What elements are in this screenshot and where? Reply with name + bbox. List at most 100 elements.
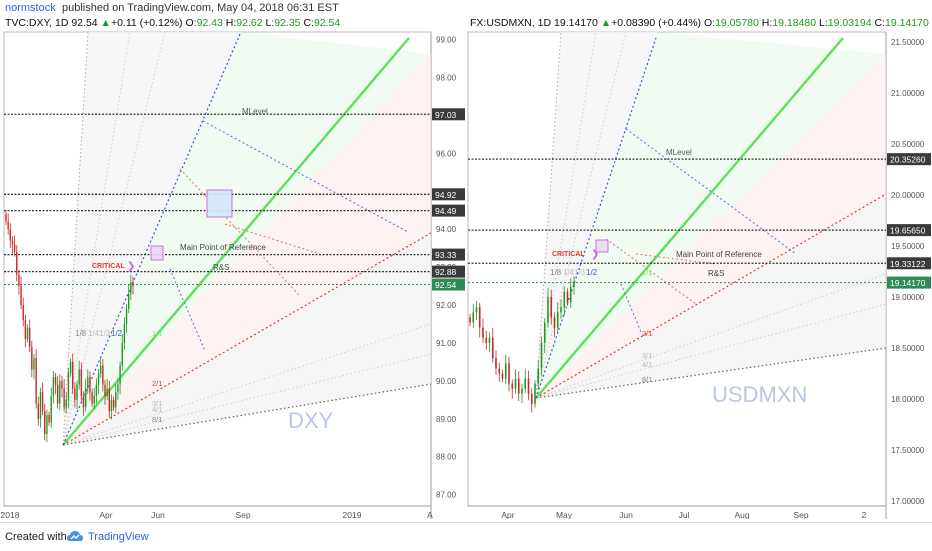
usdmxn-symbol[interactable]: FX:USDMXN, 1D	[470, 17, 552, 29]
candle-body	[488, 337, 491, 343]
candle-body	[104, 384, 106, 397]
dxy-chart-svg[interactable]: 99.0098.0097.0096.0095.0094.0093.0092.00…	[0, 14, 465, 519]
y-tick-label: 19.50000	[891, 242, 925, 251]
candle-body	[69, 361, 72, 374]
dxy-close: 92.54	[313, 17, 341, 29]
critical-label: CRITICAL	[552, 251, 585, 258]
candle-body	[485, 337, 488, 343]
price-label-text: 19.65650	[890, 226, 926, 236]
candle-body	[5, 214, 7, 222]
candle-body	[13, 244, 16, 252]
up-arrow-icon: ▲	[600, 17, 612, 29]
candle-body	[504, 363, 507, 379]
chart-panel-usdmxn[interactable]: FX:USDMXN, 1D 19.14170 ▲+0.08390 (+0.44%…	[466, 14, 932, 519]
chart-panel-dxy[interactable]: TVC:DXY, 1D 92.54 ▲+0.11 (+0.12%) O:92.4…	[0, 14, 465, 519]
usdmxn-chart-svg[interactable]: 21.50000 21.00000 20.50000 20.00000 19.50000…	[466, 14, 932, 519]
candle-body	[61, 380, 63, 389]
candle-body	[22, 305, 24, 321]
candle-body	[498, 368, 501, 374]
candle-body	[87, 377, 89, 389]
fraction-1-2: 1/2	[111, 329, 123, 338]
candle-body	[31, 346, 33, 370]
x-tick-label: 2018	[1, 510, 20, 519]
candle-body	[84, 388, 87, 408]
dxy-open: 92.43	[196, 17, 223, 29]
candle-body	[80, 369, 83, 397]
fraction-1-4: 1/4	[563, 268, 575, 277]
y-tick-label: 18.50000	[891, 344, 925, 353]
price-label-box	[887, 257, 931, 270]
fan-return-line	[202, 120, 409, 233]
candle-body	[534, 383, 536, 405]
x-tick-label: Apr	[99, 510, 112, 519]
candle-body	[123, 323, 126, 343]
candle-body	[110, 399, 113, 412]
candle-body	[41, 392, 44, 412]
ratio-3-1: 3/1	[642, 351, 652, 360]
candle-body	[563, 291, 566, 308]
fan-return-line	[625, 128, 797, 255]
candle-body	[78, 369, 80, 385]
candle-body	[28, 327, 31, 347]
mlevel-label: MLevel	[242, 107, 268, 116]
candle-body	[11, 240, 14, 245]
fraction-1-8: 1/8	[75, 329, 87, 338]
candle-body	[127, 293, 130, 309]
y-tick-label: 20.00000	[891, 191, 925, 200]
candle-body	[7, 221, 9, 230]
x-tick-label: May	[556, 510, 573, 519]
x-tick-label: A	[427, 510, 433, 519]
price-label-text: 93.33	[435, 250, 457, 260]
up-arrow-icon: ▲	[100, 17, 111, 29]
fan-ray	[535, 31, 627, 399]
tradingview-brand[interactable]: TradingView	[88, 531, 149, 543]
y-tick-label: 92.00	[436, 301, 457, 310]
candle-body	[33, 358, 35, 370]
candle-body	[514, 378, 517, 389]
candle-body	[102, 365, 104, 385]
candle-body	[543, 322, 546, 343]
red-trend-line	[62, 232, 432, 446]
fan-shade-green	[536, 32, 886, 398]
dxy-change: +0.11 (+0.12%)	[110, 17, 183, 29]
target-box	[206, 189, 233, 218]
candle-body	[63, 388, 65, 408]
candle-body	[530, 393, 533, 405]
candle-body	[48, 414, 50, 423]
x-tick-label: Sep	[793, 510, 808, 519]
candle-body	[67, 373, 70, 400]
candle-body	[26, 327, 29, 340]
fan-ray	[535, 31, 562, 399]
candle-body	[44, 411, 46, 434]
fan-ray	[62, 31, 166, 446]
candle-body	[119, 365, 121, 385]
candle-body	[573, 282, 575, 287]
candle-body	[16, 251, 18, 275]
candle-body	[117, 384, 119, 393]
usdmxn-last: 19.14170	[554, 17, 598, 29]
dxy-symbol[interactable]: TVC:DXY, 1D	[5, 17, 69, 29]
fan-ray	[62, 323, 432, 446]
price-label-box	[432, 278, 465, 291]
price-label-text: 19.33122	[890, 259, 926, 269]
candle-body	[550, 297, 553, 318]
candle-body	[125, 308, 128, 324]
candle-body	[553, 317, 556, 328]
candle-body	[24, 320, 27, 340]
author-link[interactable]: normstock	[5, 2, 56, 14]
fan-return-line	[605, 238, 697, 305]
candle-body	[74, 388, 76, 400]
footer: Created with TradingView	[0, 522, 932, 551]
candle-body	[115, 392, 117, 408]
grey-trend-line	[535, 347, 887, 399]
price-label-text: 20.35260	[890, 155, 926, 165]
green-trend-line	[535, 37, 844, 399]
candle-body	[547, 297, 549, 323]
candle-body	[54, 377, 57, 385]
candle-body	[501, 373, 504, 379]
x-tick-label: 2	[862, 510, 867, 519]
ratio-1-1: 1/1	[152, 329, 162, 338]
candle-body	[76, 384, 78, 400]
candle-body	[121, 342, 123, 366]
candle-body	[132, 282, 134, 287]
